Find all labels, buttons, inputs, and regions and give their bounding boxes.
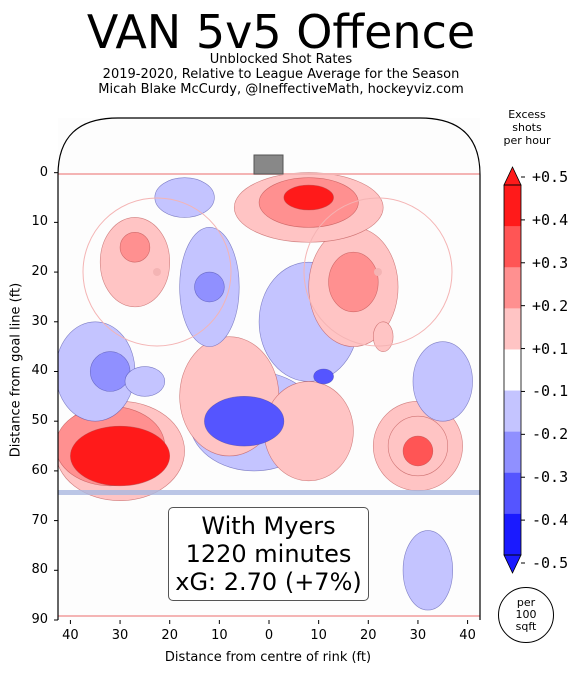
annotation-line-2: 1220 minutes — [185, 540, 352, 568]
colorbar-tick-label: -0.1 — [532, 382, 569, 401]
colorbar-bottom-arrow — [503, 554, 522, 574]
unit-line-2: 100 — [515, 608, 537, 621]
chart-title: VAN 5v5 Offence — [86, 5, 476, 59]
heatmap-region — [124, 366, 166, 397]
unit-line-3: sqft — [515, 620, 537, 633]
y-tick-label: 90 — [31, 612, 48, 627]
y-tick-label: 0 — [39, 164, 48, 180]
colorbar-segment — [504, 267, 521, 309]
x-tick-label: 0 — [264, 628, 274, 643]
colorbar-segment — [504, 308, 521, 350]
heatmap-region — [283, 184, 334, 211]
unit-badge: per 100 sqft — [498, 587, 554, 643]
heatmap-region — [372, 321, 394, 352]
goal-net — [253, 154, 284, 175]
subtitle-line-2: 2019-2020, Relative to League Average fo… — [102, 67, 460, 82]
colorbar-tick-label: +0.2 — [532, 296, 569, 315]
heatmap-region — [328, 251, 379, 313]
heatmap-region — [70, 425, 171, 487]
colorbar-segment — [504, 472, 521, 515]
colorbar-tick-label: +0.5 — [532, 168, 569, 186]
faceoff-dot-left — [153, 268, 161, 276]
y-tick-label: 80 — [31, 562, 48, 578]
x-tick-label: 20 — [360, 628, 377, 643]
colorbar-segment — [504, 431, 521, 474]
y-tick-label: 20 — [31, 264, 48, 280]
heatmap-region — [204, 396, 285, 447]
x-tick-label: 30 — [111, 628, 129, 643]
colorbar-title-line-1: Excess — [508, 108, 546, 121]
annotation-line-1: With Myers — [201, 512, 336, 540]
colorbar-tick-label: +0.1 — [532, 339, 569, 358]
colorbar-title: Excess shots per hour — [497, 108, 557, 147]
colorbar-title-line-3: per hour — [503, 134, 551, 147]
colorbar-tick-label: -0.3 — [532, 468, 569, 487]
colorbar-title-line-2: shots — [512, 121, 542, 134]
colorbar-tick-label: -0.2 — [532, 425, 569, 444]
x-tick-label: 30 — [409, 628, 427, 643]
x-axis-label: Distance from centre of rink (ft) — [164, 650, 372, 665]
axis-ticks — [54, 172, 469, 624]
x-tick-label: 40 — [62, 628, 79, 643]
heatmap-region — [402, 435, 434, 467]
faceoff-dot-right — [374, 268, 382, 276]
colorbar-segment — [504, 513, 521, 556]
x-tick-label: 10 — [211, 628, 228, 643]
y-tick-label: 50 — [31, 413, 48, 429]
subtitle-line-1: Unblocked Shot Rates — [209, 52, 353, 67]
x-tick-label: 20 — [161, 628, 178, 643]
heatmap-region — [402, 530, 453, 611]
colorbar-segment — [504, 185, 521, 227]
heatmap-region — [194, 271, 225, 303]
heatmap-region — [412, 341, 473, 422]
heatmap-region — [89, 351, 131, 392]
colorbar-segment — [504, 349, 521, 392]
x-tick-label: 10 — [310, 628, 327, 643]
colorbar-tick-label: +0.4 — [532, 210, 569, 229]
colorbar-outline — [503, 184, 522, 556]
colorbar — [503, 166, 525, 574]
rink-boards — [57, 117, 481, 620]
colorbar-segment — [504, 390, 521, 433]
blue-line — [58, 490, 480, 495]
heatmap-region — [154, 177, 215, 218]
colorbar-segment — [504, 226, 521, 268]
y-tick-label: 40 — [31, 363, 48, 379]
colorbar-tick-label: -0.4 — [532, 511, 569, 530]
y-tick-label: 30 — [31, 313, 48, 329]
y-tick-label: 60 — [31, 462, 48, 478]
subtitle-line-3: Micah Blake McCurdy, @IneffectiveMath, h… — [98, 82, 464, 97]
y-tick-label: 70 — [31, 512, 48, 528]
heatmap-region — [313, 368, 334, 385]
x-tick-label: 40 — [459, 628, 476, 643]
colorbar-tick-label: -0.5 — [532, 554, 569, 572]
colorbar-tick-label: +0.3 — [532, 253, 569, 272]
heatmap-region — [119, 232, 151, 263]
annotation-line-3: xG: 2.70 (+7%) — [175, 568, 362, 596]
colorbar-top-arrow — [503, 166, 522, 186]
unit-line-1: per — [516, 596, 536, 609]
faceoff-circle-right — [303, 197, 453, 347]
y-axis-label: Distance from goal line (ft) — [8, 282, 24, 458]
faceoff-circle-left — [82, 197, 232, 347]
y-tick-label: 10 — [31, 214, 48, 230]
chart-subtitle: Unblocked Shot Rates 2019-2020, Relative… — [0, 52, 562, 97]
summary-annotation: With Myers 1220 minutes xG: 2.70 (+7%) — [168, 507, 369, 601]
heatmap-regions — [58, 172, 473, 611]
